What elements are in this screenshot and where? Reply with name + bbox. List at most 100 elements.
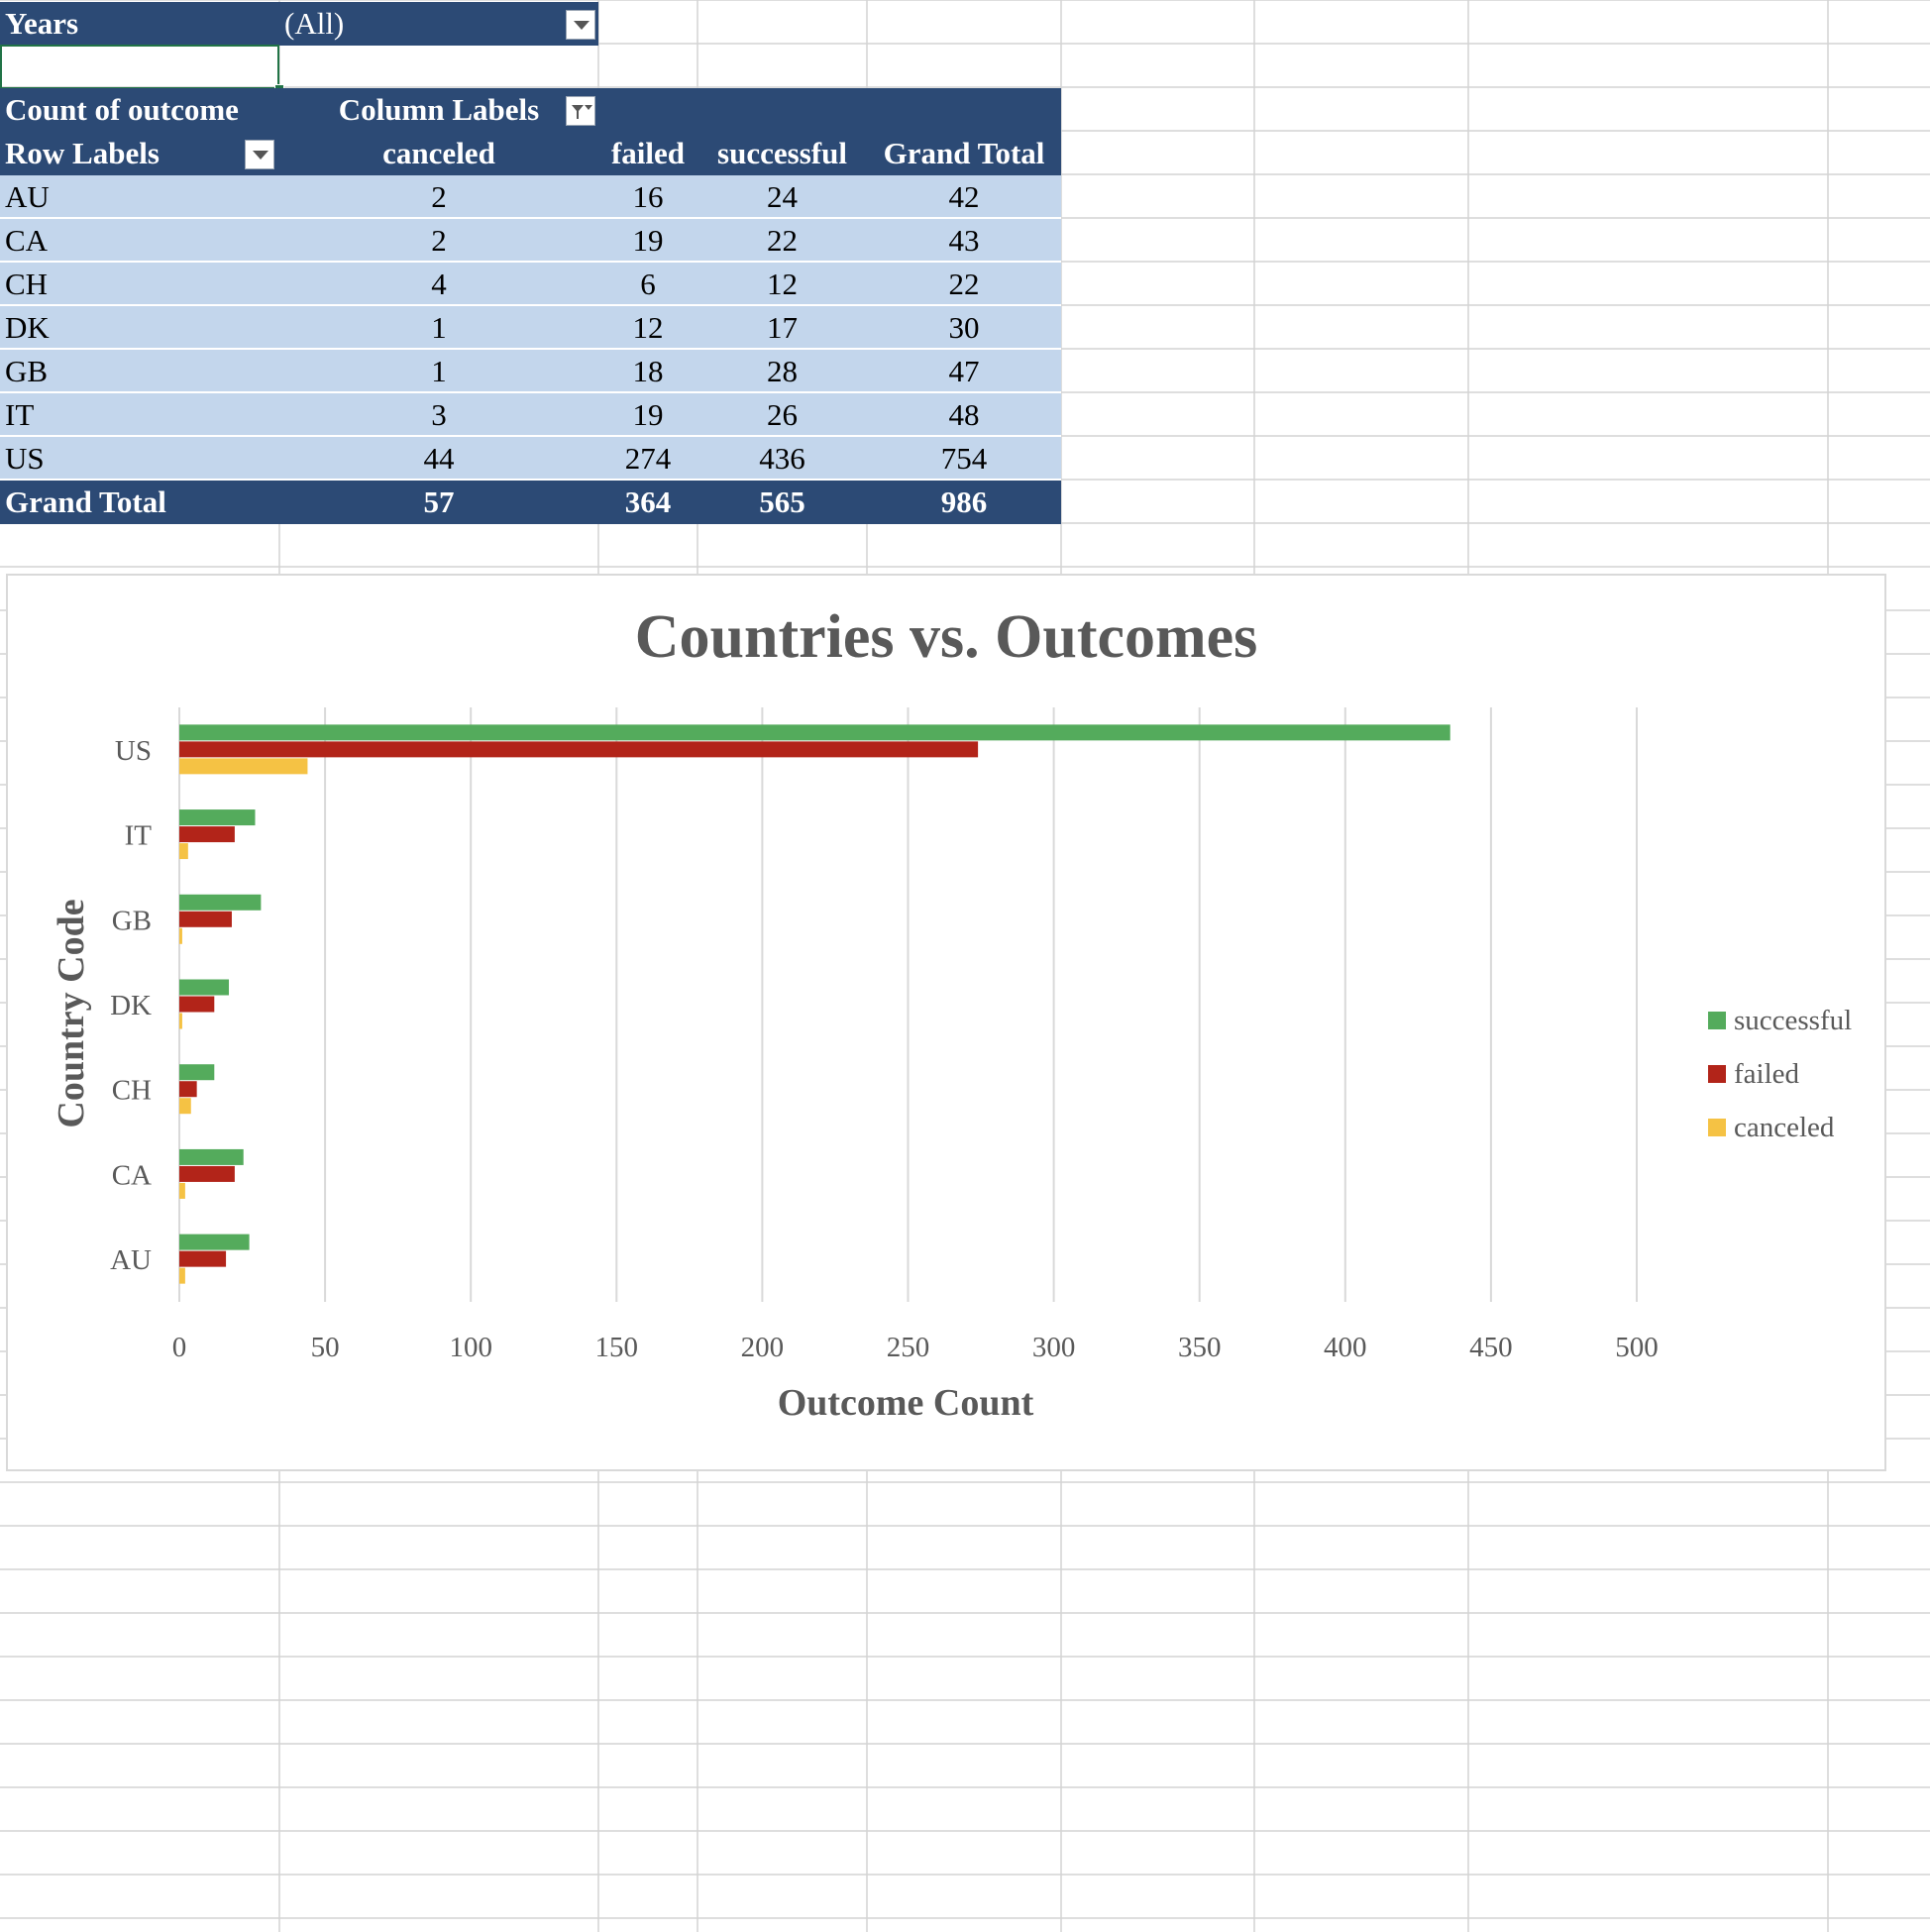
legend[interactable]: successful failed canceled (1708, 1005, 1852, 1143)
tick-labels: 0 50 100 150 200 250 300 350 400 450 500 AU CA CH DK GB… (110, 735, 1659, 1363)
bars (179, 724, 1450, 1284)
cell-grand-total: 754 (867, 437, 1061, 481)
bar-canceled-dk[interactable] (179, 1013, 182, 1029)
column-header-grand-total: Grand Total (867, 132, 1061, 175)
row-labels-header: Row Labels (0, 132, 279, 175)
gridlines (178, 707, 1638, 1302)
legend-swatch-canceled (1708, 1119, 1726, 1136)
cell-canceled: 1 (279, 350, 598, 393)
bar-canceled-it[interactable] (179, 843, 188, 860)
cell-failed: 19 (598, 219, 697, 263)
cell-successful: 17 (697, 306, 867, 350)
bar-canceled-au[interactable] (179, 1267, 185, 1284)
legend-swatch-successful (1708, 1012, 1726, 1029)
grand-total-successful: 565 (697, 481, 867, 524)
y-tick-label: CH (112, 1075, 152, 1107)
chevron-down-icon (253, 151, 268, 160)
bar-successful-ca[interactable] (179, 1148, 244, 1165)
cell-grand-total: 42 (867, 175, 1061, 219)
selected-cell[interactable] (0, 45, 279, 89)
bar-successful-ch[interactable] (179, 1064, 215, 1081)
y-tick-label: DK (110, 990, 152, 1021)
column-labels-filter-button[interactable] (566, 96, 595, 126)
grand-total-label: Grand Total (0, 481, 279, 524)
x-tick-label: 450 (1469, 1332, 1513, 1363)
bar-successful-au[interactable] (179, 1234, 250, 1250)
cell-grand-total: 47 (867, 350, 1061, 393)
y-tick-label: US (115, 735, 152, 767)
cell-grand-total: 48 (867, 393, 1061, 437)
x-tick-label: 300 (1032, 1332, 1076, 1363)
x-axis-title: Outcome Count (778, 1382, 1034, 1424)
chart-title: Countries vs. Outcomes (635, 603, 1258, 671)
cell-canceled: 44 (279, 437, 598, 481)
bar-failed-dk[interactable] (179, 996, 215, 1013)
bar-failed-gb[interactable] (179, 911, 232, 927)
cell-successful: 24 (697, 175, 867, 219)
bar-canceled-ch[interactable] (179, 1098, 191, 1115)
row-label: DK (0, 306, 279, 350)
bar-successful-it[interactable] (179, 809, 256, 826)
filter-value[interactable]: (All) (279, 2, 598, 46)
column-labels-header: Column Labels (338, 92, 540, 127)
bar-failed-us[interactable] (179, 741, 979, 758)
x-tick-label: 100 (449, 1332, 492, 1363)
bar-successful-gb[interactable] (179, 894, 262, 911)
cell-canceled: 3 (279, 393, 598, 437)
bar-failed-ca[interactable] (179, 1165, 235, 1182)
cell-failed: 12 (598, 306, 697, 350)
y-tick-label: GB (112, 905, 152, 936)
legend-label-successful: successful (1734, 1005, 1852, 1036)
cell-grand-total: 43 (867, 219, 1061, 263)
legend-swatch-failed (1708, 1065, 1726, 1083)
column-header-canceled: canceled (279, 132, 598, 175)
x-tick-label: 0 (172, 1332, 187, 1363)
cell-failed: 18 (598, 350, 697, 393)
legend-label-failed: failed (1734, 1058, 1800, 1090)
bar-canceled-gb[interactable] (179, 927, 182, 944)
bar-failed-it[interactable] (179, 826, 235, 843)
bar-chart: Countries vs. Outcomes 0 50 100 150 200 250 30… (51, 603, 1852, 1424)
bar-canceled-us[interactable] (179, 758, 308, 775)
row-label: CA (0, 219, 279, 263)
grand-total-canceled: 57 (279, 481, 598, 524)
x-tick-label: 50 (311, 1332, 340, 1363)
bar-successful-dk[interactable] (179, 979, 230, 996)
grand-total-failed: 364 (598, 481, 697, 524)
cell-successful: 436 (697, 437, 867, 481)
row-label: CH (0, 263, 279, 306)
row-label: US (0, 437, 279, 481)
filter-dropdown-button[interactable] (566, 10, 595, 40)
cell-failed: 6 (598, 263, 697, 306)
row-label: GB (0, 350, 279, 393)
y-tick-label: CA (112, 1159, 152, 1191)
column-header-successful: successful (697, 132, 867, 175)
cell-failed: 274 (598, 437, 697, 481)
cell-grand-total: 22 (867, 263, 1061, 306)
chart-container[interactable]: Countries vs. Outcomes 0 50 100 150 200 250 30… (6, 574, 1886, 1471)
cell-successful: 12 (697, 263, 867, 306)
row-label: AU (0, 175, 279, 219)
cell-successful: 26 (697, 393, 867, 437)
column-header-failed: failed (598, 132, 697, 175)
cell-grand-total: 30 (867, 306, 1061, 350)
cell-failed: 16 (598, 175, 697, 219)
x-tick-label: 250 (887, 1332, 930, 1363)
x-tick-label: 150 (595, 1332, 639, 1363)
cell-canceled: 1 (279, 306, 598, 350)
y-tick-label: IT (125, 820, 153, 852)
cell-canceled: 2 (279, 175, 598, 219)
bar-failed-ch[interactable] (179, 1081, 197, 1098)
row-labels-filter-button[interactable] (245, 140, 274, 169)
cell-canceled: 2 (279, 219, 598, 263)
bar-failed-au[interactable] (179, 1250, 227, 1267)
bar-canceled-ca[interactable] (179, 1182, 185, 1199)
cell-successful: 28 (697, 350, 867, 393)
pivot-corner-label: Count of outcome (0, 88, 279, 132)
cell-successful: 22 (697, 219, 867, 263)
chevron-down-icon (574, 21, 590, 30)
legend-label-canceled: canceled (1734, 1112, 1835, 1143)
bar-successful-us[interactable] (179, 724, 1450, 741)
cell-canceled: 4 (279, 263, 598, 306)
grand-total-grand-total: 986 (867, 481, 1061, 524)
